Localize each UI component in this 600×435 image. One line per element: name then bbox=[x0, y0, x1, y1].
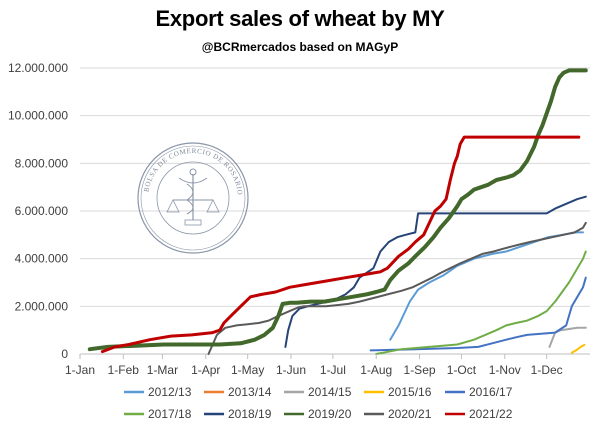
legend-item-2014-15: 2014/15 bbox=[284, 385, 352, 399]
legend-item-2016-17: 2016/17 bbox=[445, 385, 513, 399]
y-tick-label: 8.000.000 bbox=[15, 156, 69, 170]
chart-subtitle: @BCRmercados based on MAGyP bbox=[201, 40, 399, 54]
y-tick-label: 4.000.000 bbox=[15, 252, 69, 266]
y-tick-label: 2.000.000 bbox=[15, 299, 69, 313]
series-line-2012-13 bbox=[389, 231, 584, 341]
legend-label: 2016/17 bbox=[469, 385, 513, 399]
legend-item-2019-20: 2019/20 bbox=[284, 407, 352, 421]
x-tick-label: 1-Nov bbox=[489, 363, 521, 377]
legend-label: 2017/18 bbox=[148, 407, 192, 421]
seal-watermark: BOLSA DE COMERCIO DE ROSARIO bbox=[137, 142, 249, 254]
legend-item-2017-18: 2017/18 bbox=[124, 407, 192, 421]
y-tick-label: 12.000.000 bbox=[8, 61, 68, 75]
x-tick-label: 1-Jul bbox=[320, 363, 346, 377]
x-tick-label: 1-Sep bbox=[404, 363, 436, 377]
legend-label: 2019/20 bbox=[308, 407, 352, 421]
legend-label: 2012/13 bbox=[148, 385, 192, 399]
gridlines bbox=[80, 67, 590, 355]
y-tick-label: 6.000.000 bbox=[15, 204, 69, 218]
x-tick-label: 1-Feb bbox=[108, 363, 140, 377]
series-line-2018-19 bbox=[284, 195, 587, 348]
legend-item-2015-16: 2015/16 bbox=[364, 385, 432, 399]
legend-label: 2013/14 bbox=[228, 385, 272, 399]
series-line-2020-21 bbox=[207, 221, 587, 355]
legend-label: 2021/22 bbox=[469, 407, 513, 421]
series-line-2014-15 bbox=[548, 326, 587, 348]
legend-item-2018-19: 2018/19 bbox=[204, 407, 272, 421]
x-tick-label: 1-May bbox=[231, 363, 264, 377]
x-tick-label: 1-Oct bbox=[447, 363, 477, 377]
x-tick-label: 1-Aug bbox=[360, 363, 392, 377]
series-line-2016-17 bbox=[369, 276, 587, 352]
x-tick-label: 1-Mar bbox=[147, 363, 178, 377]
legend-label: 2015/16 bbox=[388, 385, 432, 399]
legend-item-2021-22: 2021/22 bbox=[445, 407, 513, 421]
y-tick-label: 0 bbox=[61, 347, 68, 361]
y-tick-label: 10.000.000 bbox=[8, 109, 68, 123]
legend-label: 2020/21 bbox=[388, 407, 432, 421]
series-line-2019-20 bbox=[87, 68, 588, 352]
x-tick-label: 1-Apr bbox=[191, 363, 220, 377]
x-tick-label: 1-Jan bbox=[65, 363, 95, 377]
legend-item-2012-13: 2012/13 bbox=[124, 385, 192, 399]
legend-label: 2018/19 bbox=[228, 407, 272, 421]
x-tick-label: 1-Dec bbox=[531, 363, 563, 377]
chart-title: Export sales of wheat by MY bbox=[155, 6, 445, 31]
series-line-2017-18 bbox=[375, 250, 587, 355]
legend: 2012/13 2013/14 2014/15 2015/16 2016/17 2017/… bbox=[124, 385, 513, 421]
series-line-2021-22 bbox=[100, 135, 581, 354]
legend-item-2013-14: 2013/14 bbox=[204, 385, 272, 399]
legend-label: 2014/15 bbox=[308, 385, 352, 399]
series-lines bbox=[87, 68, 588, 355]
series-line-2015-16 bbox=[570, 343, 586, 354]
legend-item-2020-21: 2020/21 bbox=[364, 407, 432, 421]
axes: 0 2.000.000 4.000.000 6.000.000 8.000.000 10.… bbox=[8, 61, 563, 377]
x-tick-label: 1-Jun bbox=[276, 363, 306, 377]
